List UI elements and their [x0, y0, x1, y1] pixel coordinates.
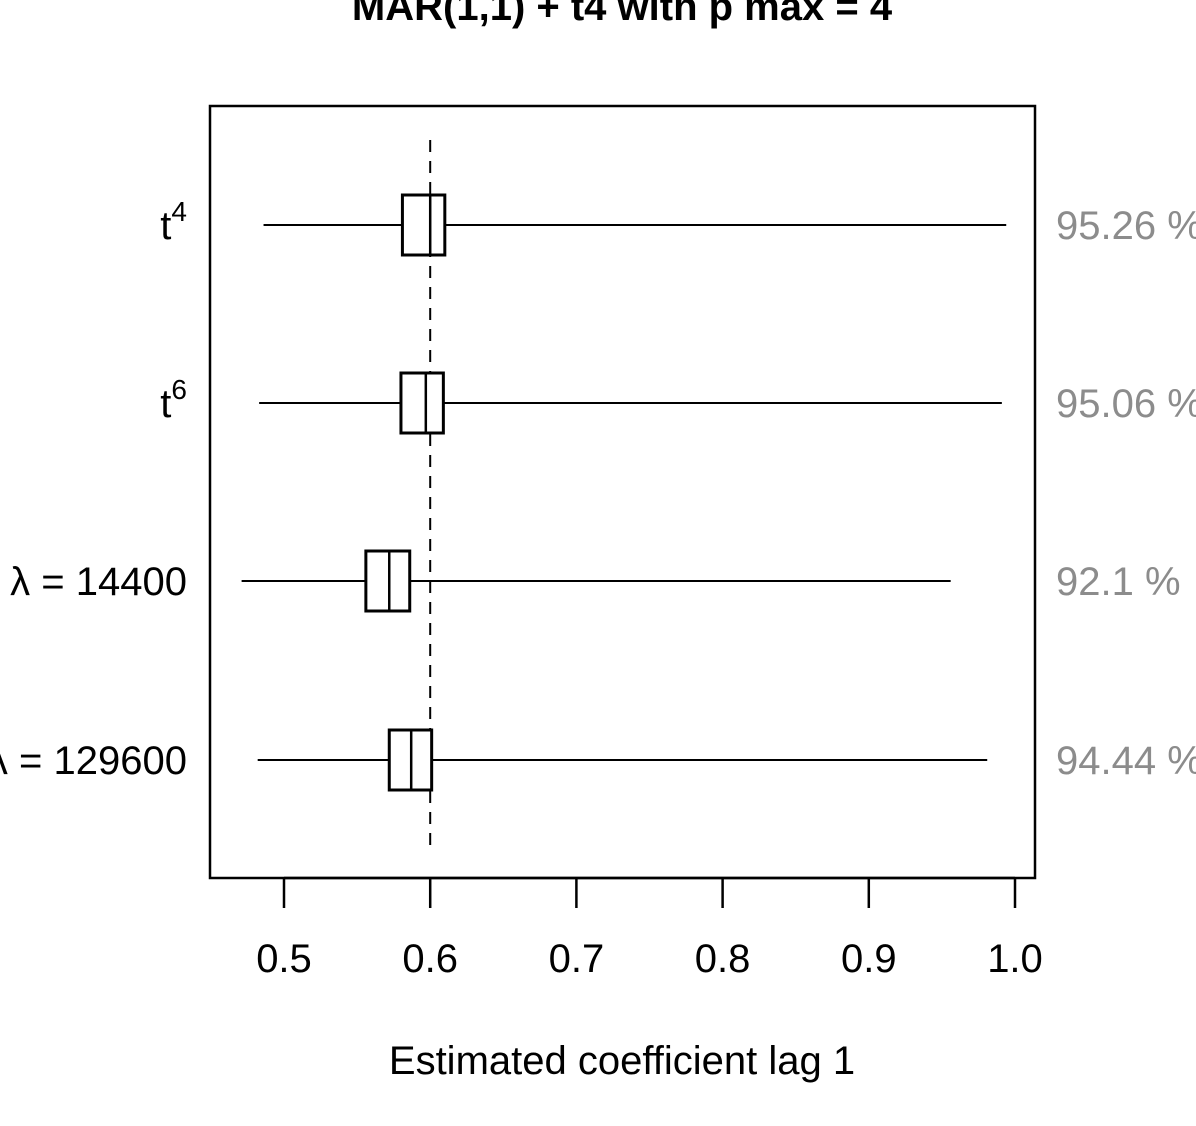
row-label: t6 — [160, 374, 187, 426]
coverage-label: 95.26 % — [1056, 204, 1196, 248]
chart-title: MAR(1,1) + t4 with p max = 4 — [352, 0, 893, 29]
x-tick-label: 0.9 — [841, 937, 897, 981]
plot-frame — [208, 104, 1037, 880]
row-label: λ = 14400 — [10, 560, 187, 604]
coverage-label: 92.1 % — [1056, 560, 1181, 604]
coverage-label: 95.06 % — [1056, 382, 1196, 426]
x-tick-label: 0.8 — [695, 937, 751, 981]
x-tick-label: 0.5 — [256, 937, 312, 981]
box-rows: t4 95.26 % t6 95.06 % λ = 14400 92.1 % λ = 129… — [0, 193, 1196, 792]
x-axis: 0.5 0.6 0.7 0.8 0.9 1.0 — [256, 876, 1043, 981]
box-row: λ = 14400 92.1 % — [10, 549, 1181, 613]
iqr-box — [364, 549, 412, 613]
iqr-box — [399, 371, 445, 435]
x-tick-label: 1.0 — [987, 937, 1043, 981]
x-tick-label: 0.6 — [402, 937, 458, 981]
box-row: t6 95.06 % — [160, 371, 1196, 435]
iqr-box — [400, 193, 447, 257]
box-row: t4 95.26 % — [160, 193, 1196, 257]
row-label: t4 — [160, 196, 187, 248]
row-label: λ = 129600 — [0, 739, 187, 783]
box-row: λ = 129600 94.44 % — [0, 728, 1196, 792]
x-axis-label: Estimated coefficient lag 1 — [389, 1039, 855, 1083]
coverage-label: 94.44 % — [1056, 739, 1196, 783]
x-tick-label: 0.7 — [549, 937, 605, 981]
